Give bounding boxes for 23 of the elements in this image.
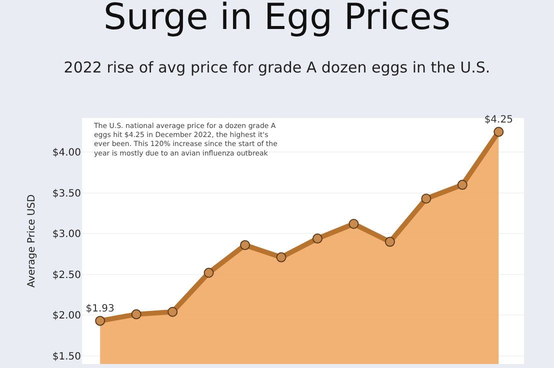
point xyxy=(384,236,395,247)
y-tick-label: $3.00 xyxy=(52,229,81,240)
chart-subtitle: 2022 rise of avg price for grade A dozen eggs in the U.S. xyxy=(64,58,490,77)
y-tick-label: $3.50 xyxy=(52,188,81,200)
point xyxy=(95,316,106,326)
y-tick-label: $1.50 xyxy=(52,351,81,362)
point xyxy=(168,306,178,317)
point xyxy=(494,126,504,137)
point xyxy=(240,240,250,250)
point xyxy=(348,218,359,229)
point xyxy=(131,309,142,320)
point xyxy=(204,268,214,278)
point xyxy=(276,252,286,262)
chart-title: Surge in Egg Prices xyxy=(103,0,451,38)
y-tick-label: $2.00 xyxy=(52,310,81,322)
point xyxy=(457,180,468,190)
y-tick-label: $4.00 xyxy=(52,148,81,159)
point xyxy=(312,234,322,244)
y-axis-title: Average Price USD xyxy=(26,194,38,288)
data-label: $4.25 xyxy=(484,114,513,126)
point xyxy=(421,194,432,204)
y-tick-label: $2.50 xyxy=(52,270,81,281)
data-label: $1.93 xyxy=(86,304,114,315)
